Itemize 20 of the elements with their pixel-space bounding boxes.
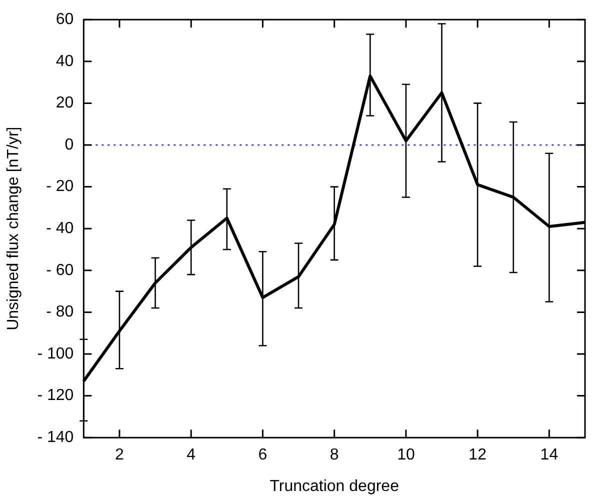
y-tick-label: - 20 xyxy=(46,178,74,196)
y-tick-label: - 120 xyxy=(37,387,74,404)
x-tick-label: 4 xyxy=(186,446,196,464)
x-tick-label: 6 xyxy=(258,446,268,464)
y-tick-label: - 100 xyxy=(37,345,74,362)
x-tick-label: 2 xyxy=(115,446,124,464)
x-axis-title: Truncation degree xyxy=(270,478,400,495)
y-tick-label: - 140 xyxy=(37,429,74,446)
y-tick-label: - 80 xyxy=(46,304,74,321)
y-axis-title: Unsigned flux change [nT/yr] xyxy=(5,126,22,330)
x-tick-label: 8 xyxy=(330,446,339,464)
y-tick-label: - 40 xyxy=(46,220,74,238)
x-tick-label: 12 xyxy=(468,446,487,464)
x-tick-label: 10 xyxy=(397,446,415,464)
y-tick-label: 0 xyxy=(64,136,74,154)
y-tick-label: - 60 xyxy=(46,262,74,279)
y-tick-label: 20 xyxy=(56,94,74,112)
y-tick-label: 40 xyxy=(56,52,74,70)
x-tick-label: 14 xyxy=(540,446,558,464)
y-tick-label: 60 xyxy=(56,11,74,28)
